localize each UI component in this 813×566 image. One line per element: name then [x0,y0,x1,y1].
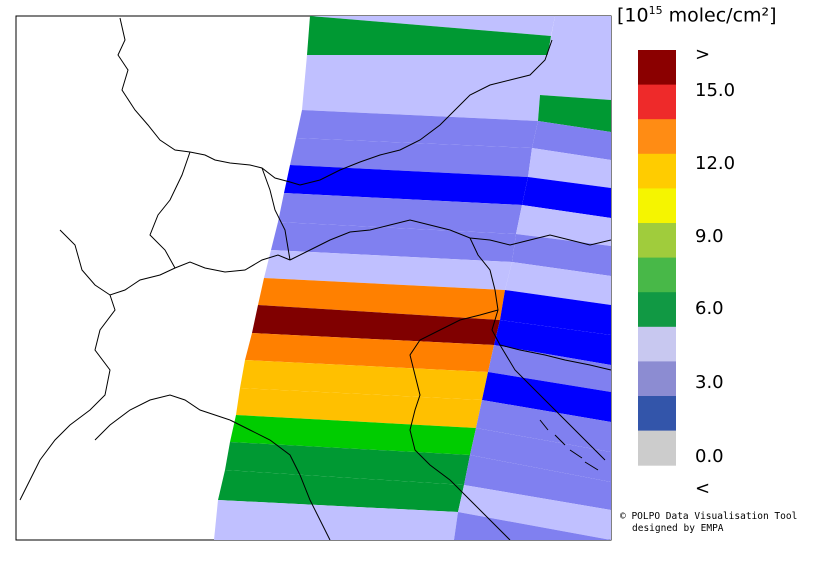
coast-italy-adriatic [409,309,511,541]
scale-swatch-8 [638,326,676,362]
swath-band-4 [538,95,611,132]
islands-croatia [539,419,599,471]
scale-swatch-11 [638,430,676,466]
coast-italy-tyrrhenian [229,419,331,541]
swath-band-12 [516,205,611,246]
color-scale [638,50,676,466]
scale-swatch-5 [638,223,676,259]
scale-tick-label: > [695,44,711,65]
satellite-swath [214,16,611,540]
scale-swatch-0 [638,50,676,86]
scale-tick-label: 12.0 [695,153,736,174]
scale-tick-label: 6.0 [695,298,724,319]
swath-band-2 [302,55,548,121]
swath-band-30 [464,455,611,510]
scale-swatch-7 [638,292,676,328]
swath-band-10 [522,177,611,218]
scale-swatch-3 [638,153,676,189]
swath-band-16 [505,262,611,305]
border-austria-north [299,39,553,186]
swath-band-23 [240,360,488,400]
country-borders [19,17,612,541]
swath-band-34 [454,512,611,540]
swath-band-21 [245,333,494,372]
swath-band-32 [458,485,611,540]
swath-band-17 [258,278,505,320]
border-france-switzerland [117,17,301,186]
swath-band-3 [540,16,611,100]
swath-band-25 [236,388,482,428]
border-switzerland-south [59,229,291,296]
scale-swatch-1 [638,84,676,120]
scale-swatch-10 [638,396,676,432]
swath-band-24 [482,372,611,422]
swath-band-6 [532,121,611,160]
legend-unit-title: [1015 molec/cm²] [617,4,777,27]
coast-croatia [499,344,606,461]
border-switzerland-north [149,151,191,269]
swath-band-31 [218,470,464,512]
scale-swatch-4 [638,188,676,224]
swath-band-33 [214,500,458,540]
border-switzerland-east [261,167,291,261]
swath-band-5 [296,110,538,148]
swath-band-9 [284,165,528,205]
scale-swatch-9 [638,361,676,397]
border-alps-south [289,219,612,261]
swath-band-15 [264,250,512,290]
scale-tick-label: < [695,478,711,499]
credit-line-1: © POLPO Data Visualisation Tool [620,511,798,522]
swath-band-11 [278,193,522,234]
swath-band-20 [494,320,611,365]
swath-band-19 [252,305,500,345]
scale-swatch-2 [638,119,676,155]
swath-band-8 [528,148,611,188]
scale-swatch-6 [638,257,676,293]
border-italy-tuscany [94,394,231,441]
scale-tick-label: 0.0 [695,446,724,467]
scale-tick-label: 15.0 [695,80,736,101]
scale-tick-label: 9.0 [695,226,724,247]
swath-band-28 [470,428,611,482]
swath-band-0 [310,16,555,36]
swath-band-7 [290,138,532,177]
swath-band-27 [230,415,476,455]
border-france-italy [19,294,116,501]
scale-tick-label: 3.0 [695,372,724,393]
swath-band-26 [476,400,611,452]
credit-line-2: designed by EMPA [632,523,724,534]
border-slovenia [469,237,612,371]
swath-band-22 [488,345,611,392]
swath-band-1 [307,16,551,55]
